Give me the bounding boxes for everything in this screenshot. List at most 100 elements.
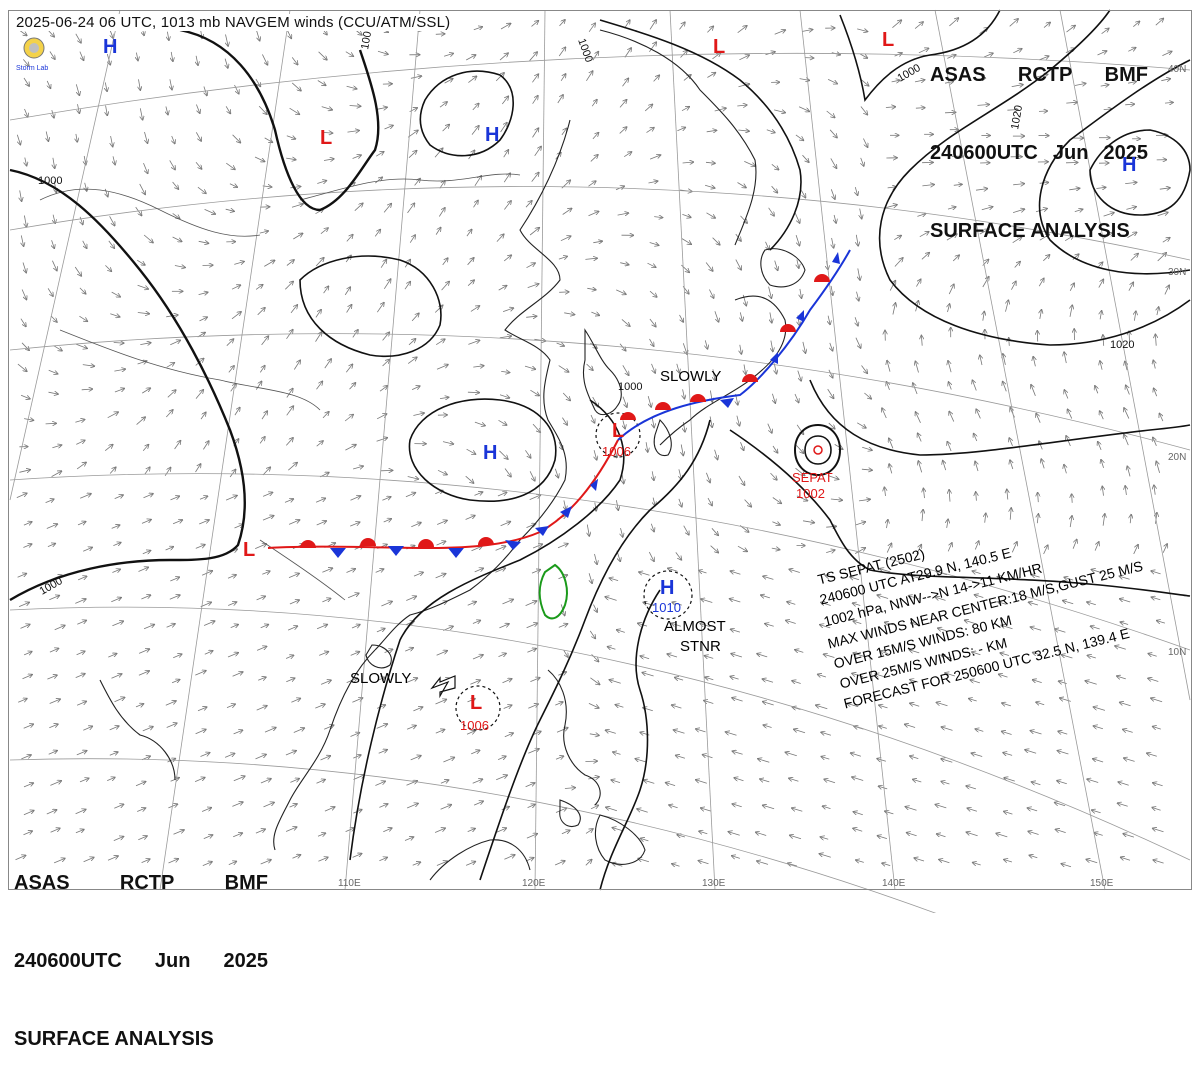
wind-arrow-icon [821, 757, 829, 760]
wind-arrow-icon [707, 130, 717, 132]
wind-arrow-icon [1154, 388, 1157, 396]
wind-arrow-icon [1085, 681, 1096, 685]
wind-arrow-icon [378, 107, 388, 109]
wind-arrow-icon [263, 492, 272, 496]
wind-arrow-icon [1064, 577, 1073, 580]
wind-arrow-icon [594, 450, 597, 460]
wind-arrow-icon [589, 703, 599, 708]
wind-arrow-icon [533, 128, 539, 137]
wind-arrow-icon [167, 32, 169, 41]
wind-arrow-icon [24, 78, 29, 86]
wind-arrow-icon [796, 235, 799, 246]
wind-arrow-icon [1029, 855, 1037, 858]
wind-arrow-icon [705, 677, 713, 680]
wind-arrow-icon [436, 699, 447, 704]
wind-arrow-icon [672, 705, 682, 708]
wind-arrow-icon [256, 285, 263, 290]
wind-arrow-icon [105, 189, 108, 197]
wind-arrow-icon [796, 445, 803, 453]
wind-arrow-icon [564, 650, 568, 657]
wind-arrow-icon [737, 416, 740, 426]
wind-arrow-icon [289, 573, 299, 577]
wind-arrow-icon [24, 783, 33, 787]
wind-arrow-icon [922, 253, 929, 260]
wind-arrow-icon [682, 214, 690, 217]
wind-arrow-icon [345, 445, 356, 451]
wind-arrow-icon [291, 305, 297, 313]
wind-arrow-icon [921, 336, 922, 346]
wind-arrow-icon [1103, 514, 1105, 526]
lat-label: 20N [1168, 452, 1186, 463]
wind-arrow-icon [317, 521, 327, 525]
wind-arrow-icon [496, 775, 507, 780]
wind-arrow-icon [533, 544, 542, 548]
wind-arrow-icon [611, 780, 620, 783]
wind-arrow-icon [351, 652, 360, 656]
wind-arrow-icon [707, 213, 716, 218]
wind-arrow-icon [969, 699, 977, 701]
high-pressure-center: H [103, 36, 117, 59]
isobar-label: 1000 [575, 37, 595, 64]
wind-arrow-icon [907, 833, 917, 836]
wind-arrow-icon [294, 360, 300, 369]
wind-arrow-icon [1025, 750, 1036, 753]
wind-arrow-icon [830, 130, 837, 138]
wind-arrow-icon [893, 303, 896, 315]
wind-arrow-icon [945, 673, 955, 676]
wind-arrow-icon [291, 698, 300, 702]
stnr-label: STNR [680, 638, 721, 655]
wind-arrow-icon [50, 699, 61, 703]
wind-arrow-icon [348, 131, 360, 133]
wind-arrow-icon [232, 312, 241, 319]
wind-arrow-icon [49, 596, 59, 600]
wind-arrow-icon [140, 108, 142, 120]
wind-arrow-icon [25, 109, 28, 117]
wind-arrow-icon [885, 622, 894, 625]
wind-arrow-icon [730, 677, 738, 680]
wind-arrow-icon [1103, 335, 1104, 346]
wind-arrow-icon [199, 520, 209, 524]
wind-arrow-icon [170, 79, 172, 89]
wind-arrow-icon [409, 339, 416, 345]
wind-arrow-icon [905, 724, 915, 727]
wind-arrow-icon [651, 524, 654, 532]
wind-arrow-icon [861, 158, 864, 166]
wind-arrow-icon [803, 521, 814, 523]
lon-label: 130E [702, 878, 726, 889]
wind-arrow-icon [1087, 779, 1098, 782]
wind-arrow-icon [234, 262, 244, 265]
wind-arrow-icon [1091, 570, 1101, 573]
wind-arrow-icon [289, 520, 300, 525]
wind-arrow-icon [623, 397, 627, 407]
wind-arrow-icon [76, 84, 79, 95]
wind-arrow-icon [586, 829, 593, 834]
wind-arrow-icon [504, 150, 509, 157]
wind-arrow-icon [53, 215, 55, 224]
wind-arrow-icon [468, 258, 474, 265]
wind-arrow-icon [535, 147, 541, 156]
wind-arrow-icon [383, 360, 390, 366]
wind-arrow-icon [412, 313, 419, 321]
wind-arrow-icon [139, 567, 149, 571]
wind-arrow-icon [680, 22, 685, 29]
wind-arrow-icon [647, 128, 655, 133]
wind-arrow-icon [730, 571, 740, 574]
wind-arrow-icon [910, 703, 919, 706]
title-agency: ASAS [14, 870, 70, 896]
wind-arrow-icon [948, 304, 950, 312]
wind-arrow-icon [375, 781, 385, 785]
wind-arrow-icon [590, 734, 599, 736]
wind-arrow-icon [1002, 703, 1011, 706]
wind-arrow-icon [763, 702, 774, 705]
wind-arrow-icon [52, 240, 55, 248]
wind-arrow-icon [290, 600, 299, 604]
wind-arrow-icon [1006, 300, 1009, 312]
wind-arrow-icon [79, 316, 87, 321]
wind-arrow-icon [943, 461, 946, 471]
wind-arrow-icon [411, 76, 422, 78]
wind-arrow-icon [914, 858, 924, 861]
wind-arrow-icon [1011, 281, 1016, 289]
wind-arrow-icon [110, 216, 115, 225]
wind-arrow-icon [227, 339, 234, 346]
wind-arrow-icon [715, 311, 719, 322]
